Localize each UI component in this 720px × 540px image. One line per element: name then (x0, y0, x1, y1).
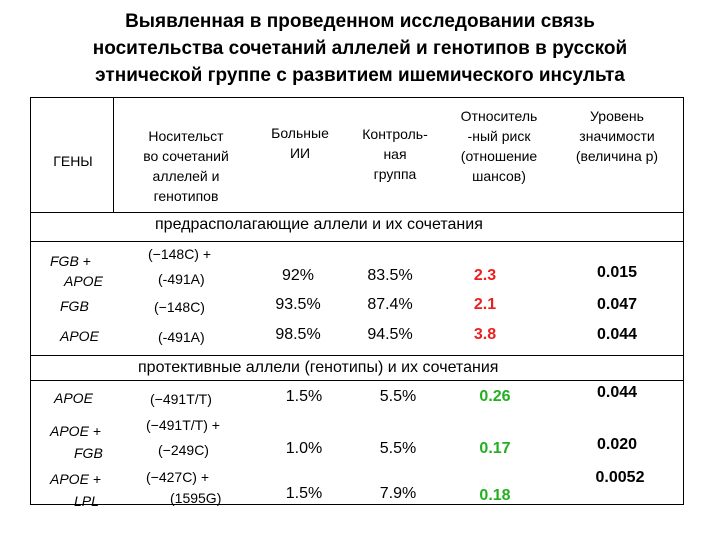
header-control: Контроль- ная группа (342, 124, 448, 184)
row-allele-line: (-491A) (158, 271, 205, 287)
row-control: 87.4% (367, 296, 413, 313)
row-gene: FGB + APOE (50, 251, 103, 291)
row-significance: 0.0052 (595, 469, 645, 486)
row-allele-line: (−249C) (158, 442, 209, 458)
row-allele-line: (−427C) + (146, 469, 210, 485)
row-patients: 98.5% (275, 326, 321, 343)
row-risk: 3.8 (473, 326, 497, 343)
row-risk: 0.26 (479, 388, 511, 405)
section-protective: протективные аллели (генотипы) и их соче… (138, 359, 499, 376)
row-risk: 2.1 (473, 296, 497, 313)
header-significance-line: (величина p) (575, 148, 659, 164)
header-risk-line: -ный риск (467, 128, 531, 144)
row-control: 83.5% (367, 267, 413, 284)
row-allele-line: (−491T/T) (150, 391, 212, 407)
row-gene: APOE + LPL (50, 468, 101, 512)
gene-line: LPL (74, 493, 99, 509)
header-carrier-line: генотипов (153, 188, 219, 204)
header-significance: Уровень значимости (величина p) (556, 106, 678, 166)
row-patients: 1.5% (285, 485, 323, 502)
header-significance-line: Уровень (590, 108, 644, 124)
header-risk: Относитель -ный риск (отношение шансов) (440, 106, 558, 186)
row-allele-line: (−148C) (154, 299, 205, 315)
row-patients: 93.5% (275, 296, 321, 313)
slide-title: Выявленная в проведенном исследовании св… (0, 8, 720, 89)
row-significance: 0.047 (596, 296, 638, 313)
row-significance: 0.044 (596, 326, 638, 343)
header-carrier: Носительст во сочетаний аллелей и геноти… (116, 126, 256, 206)
section-divider (30, 241, 684, 242)
gene-line: FGB (74, 445, 103, 461)
gene-line: APOE (64, 273, 103, 289)
row-gene: APOE (60, 328, 99, 344)
section-predisposing: предрасполагающие аллели и их сочетания (155, 216, 483, 233)
row-risk: 2.3 (473, 267, 497, 284)
row-gene: APOE + FGB (50, 420, 103, 464)
header-significance-line: значимости (579, 128, 655, 144)
gene-line: APOE + (50, 423, 101, 439)
row-allele-line: (−491T/T) + (146, 417, 220, 433)
header-genes: ГЕНЫ (53, 153, 93, 169)
section-divider (30, 355, 684, 356)
header-divider (30, 212, 684, 213)
row-patients: 1.0% (285, 440, 323, 457)
row-gene: APOE (54, 390, 93, 406)
header-patients: Больные ИИ (250, 123, 350, 163)
row-allele-line: (−148C) + (148, 246, 212, 262)
header-risk-line: шансов) (472, 168, 526, 184)
header-control-line: ная (383, 146, 407, 162)
row-control: 5.5% (379, 440, 417, 457)
row-patients: 92% (281, 267, 315, 284)
row-allele-line: (1595G) (170, 490, 222, 506)
row-significance: 0.044 (596, 384, 638, 401)
row-risk: 0.18 (479, 487, 511, 504)
title-line-1: Выявленная в проведенном исследовании св… (125, 11, 595, 32)
row-significance: 0.020 (596, 436, 638, 453)
header-patients-line: Больные (271, 125, 329, 141)
association-table (30, 97, 684, 505)
title-line-3: этнической группе с развитием ишемическо… (95, 65, 625, 86)
row-control: 7.9% (379, 485, 417, 502)
row-control: 94.5% (367, 326, 413, 343)
header-control-line: группа (373, 166, 417, 182)
row-patients: 1.5% (285, 388, 323, 405)
header-risk-line: (отношение (460, 148, 538, 164)
column-divider (113, 97, 114, 212)
row-allele-line: (-491A) (158, 329, 205, 345)
gene-line: APOE + (50, 471, 101, 487)
header-carrier-line: во сочетаний (143, 148, 229, 164)
header-risk-line: Относитель (460, 108, 538, 124)
header-patients-line: ИИ (289, 145, 311, 161)
header-carrier-line: Носительст (148, 128, 224, 144)
row-risk: 0.17 (479, 440, 511, 457)
header-carrier-line: аллелей и (152, 168, 220, 184)
row-significance: 0.015 (596, 264, 638, 281)
gene-line: FGB + (50, 253, 91, 269)
row-gene: FGB (60, 298, 89, 314)
section-divider (30, 380, 684, 381)
row-control: 5.5% (379, 388, 417, 405)
title-line-2: носительства сочетаний аллелей и генотип… (92, 38, 628, 59)
header-control-line: Контроль- (362, 126, 428, 142)
